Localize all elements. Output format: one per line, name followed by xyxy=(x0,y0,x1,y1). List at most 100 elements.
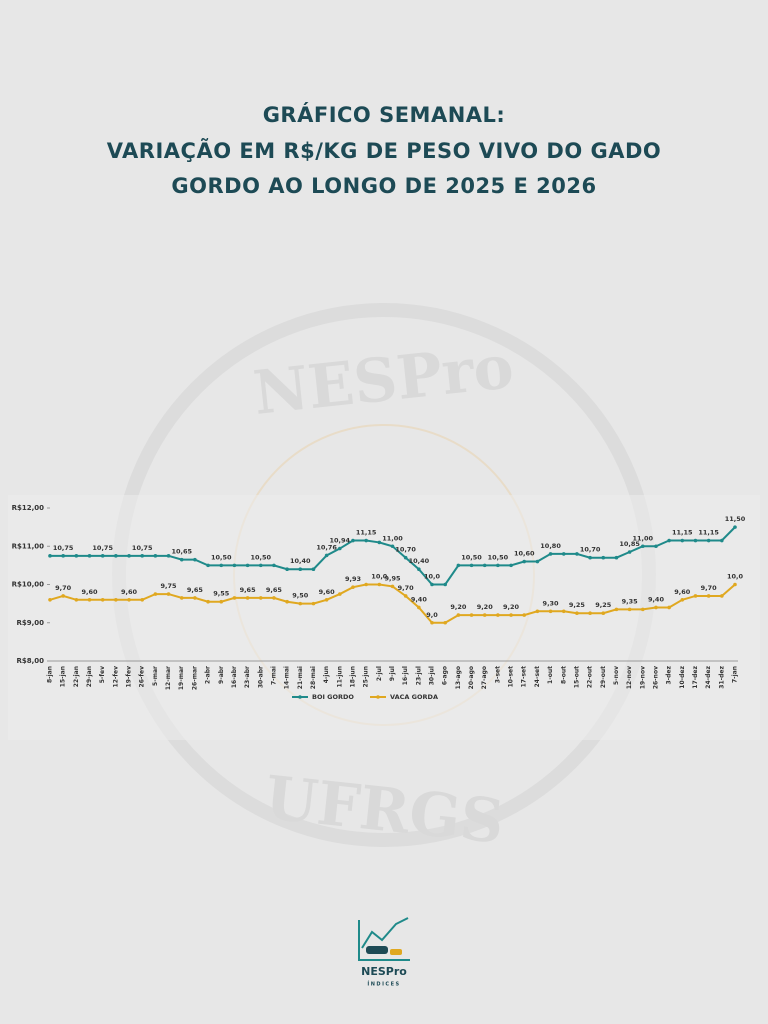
point xyxy=(720,538,724,543)
data-label: 10,0 xyxy=(424,573,441,581)
y-tick-label: R$10,00 xyxy=(12,581,45,589)
title-line: GRÁFICO SEMANAL: xyxy=(263,102,506,127)
point xyxy=(324,553,329,558)
x-tick-label: 19-fev xyxy=(126,666,133,688)
x-tick-label: 8-jan xyxy=(47,666,54,683)
data-label: 9,20 xyxy=(450,603,467,611)
data-label: 10,0 xyxy=(371,573,388,581)
data-label: 10,50 xyxy=(250,553,271,561)
x-tick-label: 20-ago xyxy=(468,666,475,689)
data-label: 9,70 xyxy=(398,584,415,592)
chart: R$8,00 R$9,00 R$10,00 R$11,00 R$12,00 8-jan 15… xyxy=(12,504,746,701)
x-tick-label: 2-jul xyxy=(376,666,383,681)
point xyxy=(575,611,579,615)
point xyxy=(640,607,645,612)
data-label: 9,0 xyxy=(426,611,438,619)
x-tick-label: 30-jul xyxy=(429,666,436,685)
x-tick-label: 12-mar xyxy=(165,666,172,690)
point xyxy=(561,552,566,556)
logo-line xyxy=(361,917,409,949)
point xyxy=(390,584,395,589)
point xyxy=(377,582,382,587)
data-label: 9,40 xyxy=(411,595,428,603)
y-tick-label: R$9,00 xyxy=(16,619,44,627)
x-tick-label: 8-out xyxy=(560,666,567,684)
x-tick-label: 5-mar xyxy=(152,666,159,686)
point xyxy=(114,554,118,558)
x-tick-label: 16-abr xyxy=(231,666,238,688)
point xyxy=(601,555,606,560)
data-label: 9,60 xyxy=(674,588,691,596)
data-label: 10,70 xyxy=(580,546,601,554)
point xyxy=(74,598,79,602)
legend-label: VACA GORDA xyxy=(390,693,438,701)
point xyxy=(456,563,461,568)
point xyxy=(469,563,474,568)
data-label: 11,15 xyxy=(356,529,377,537)
point xyxy=(87,598,92,602)
y-tick-label: R$8,00 xyxy=(16,657,44,665)
x-tick-label: 24-dez xyxy=(705,665,712,688)
x-tick-label: 5-nov xyxy=(613,666,620,685)
point xyxy=(390,544,395,549)
data-label: 10,80 xyxy=(540,542,561,550)
x-tick-label: 29-jan xyxy=(86,666,93,687)
point xyxy=(127,554,131,558)
logo-calf xyxy=(390,949,402,955)
data-label: 9,20 xyxy=(477,603,494,611)
title-line: GORDO AO LONGO DE 2025 E 2026 xyxy=(171,174,596,198)
data-label: 10,60 xyxy=(514,550,535,558)
data-label: 9,60 xyxy=(81,588,98,596)
point xyxy=(245,563,250,568)
point xyxy=(140,554,145,558)
data-label: 11,50 xyxy=(725,515,746,523)
data-label: 10,50 xyxy=(211,553,232,561)
point xyxy=(272,596,276,600)
x-tick-label: 1-out xyxy=(547,666,554,684)
point xyxy=(364,538,368,543)
point xyxy=(627,607,632,612)
point xyxy=(258,563,263,568)
point xyxy=(720,594,724,598)
point xyxy=(193,557,197,562)
x-tick-label: 3-set xyxy=(494,666,501,683)
point xyxy=(100,598,105,602)
data-label: 11,00 xyxy=(633,534,654,542)
point xyxy=(272,563,276,568)
data-label: 10,94 xyxy=(330,537,351,545)
data-label: 10,76 xyxy=(316,543,337,551)
point xyxy=(680,538,685,543)
point xyxy=(140,598,145,602)
point xyxy=(311,601,316,606)
point xyxy=(232,596,237,600)
x-tick-label: 22-jan xyxy=(73,666,80,687)
point xyxy=(219,599,224,604)
point xyxy=(640,544,645,549)
point xyxy=(522,559,527,564)
point xyxy=(509,563,513,568)
x-tick-label: 12-nov xyxy=(626,666,633,689)
x-tick-label: 30-abr xyxy=(257,666,264,688)
point xyxy=(482,613,487,617)
point xyxy=(535,559,540,564)
point xyxy=(285,567,289,571)
x-tick-label: 26-mar xyxy=(191,666,198,690)
point xyxy=(153,554,158,558)
data-label: 10,65 xyxy=(171,548,192,556)
x-tick-label: 15-jan xyxy=(60,666,67,687)
point xyxy=(166,592,171,596)
data-label: 9,25 xyxy=(595,601,612,609)
x-tick-label: 18-jun xyxy=(349,666,356,687)
point xyxy=(417,605,421,610)
x-tick-label: 4-jun xyxy=(323,666,330,683)
data-label: 10,40 xyxy=(409,557,430,565)
point xyxy=(351,538,355,543)
point xyxy=(654,605,658,610)
point xyxy=(127,598,131,602)
point xyxy=(469,613,474,617)
point xyxy=(219,563,224,568)
watermark-bottom: UFRGS xyxy=(262,763,507,858)
x-tick-label: 6-ago xyxy=(442,666,449,685)
data-label: 11,00 xyxy=(382,534,403,542)
